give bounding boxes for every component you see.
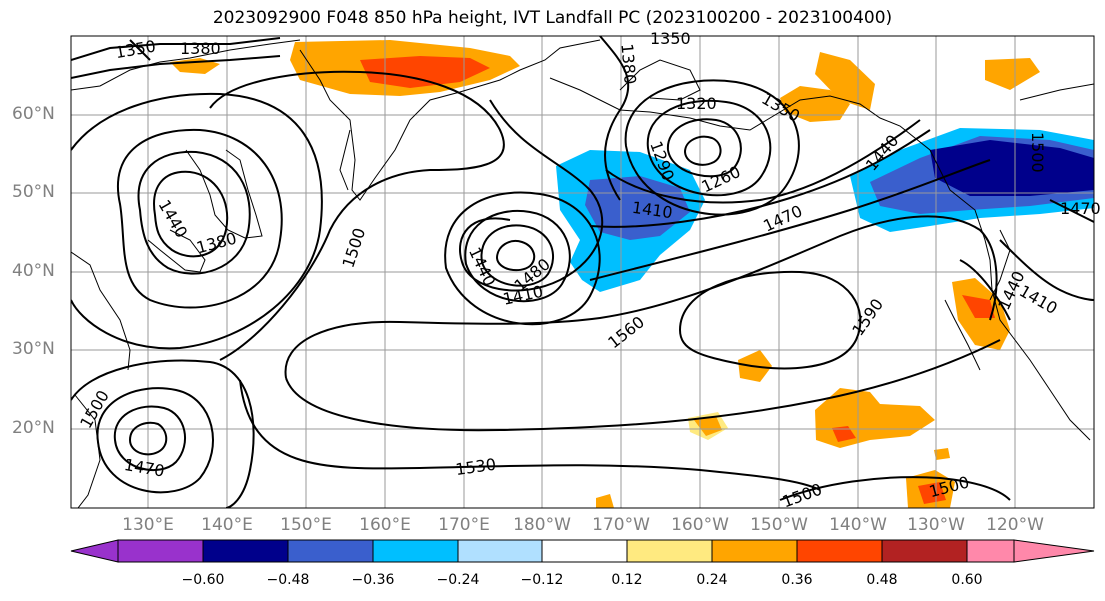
contour-line: [624, 79, 800, 216]
colorbar-tick-label: 0.48: [866, 572, 898, 588]
contour-label: 1440: [465, 244, 499, 289]
shade-positive-orange: [694, 416, 722, 436]
contour-label: 1380: [194, 228, 238, 257]
colorbar-tick-label: −0.48: [266, 572, 310, 588]
shade-positive-red: [360, 56, 490, 88]
lat-label: 60°N: [12, 104, 55, 124]
colorbar-tick-label: −0.36: [351, 572, 395, 588]
shade-positive-orange: [780, 86, 850, 122]
contour-label: 1500: [76, 387, 113, 432]
contour-label: 1380: [617, 43, 639, 85]
contour-label: 1380: [180, 39, 221, 58]
contour-line: [589, 159, 991, 281]
contour-line: [495, 240, 536, 272]
contour-line: [480, 224, 554, 287]
contour-line: [239, 379, 821, 491]
lat-label: 20°N: [12, 418, 55, 438]
shade-positive-orange: [815, 52, 875, 110]
contour-line: [129, 39, 151, 61]
lon-label: 170°W: [592, 515, 650, 535]
lat-label: 30°N: [12, 339, 55, 359]
shade-negative-darkblue: [930, 140, 1094, 196]
colorbar-tick-label: 0.36: [781, 572, 813, 588]
contour-line: [999, 239, 1094, 301]
contour-line: [589, 129, 931, 228]
contour-line: [605, 119, 921, 204]
colorbar-tick-label: −0.24: [436, 572, 480, 588]
contour-line: [959, 259, 1011, 321]
shade-positive-red: [832, 426, 856, 442]
colorbar-extend-min: [70, 539, 119, 563]
plot-frame: [70, 35, 1095, 509]
contour-label: 1500: [1028, 132, 1047, 173]
colorbar-tick-label: 0.12: [611, 572, 643, 588]
contour-line: [666, 118, 742, 178]
shade-positive-orange: [934, 448, 950, 460]
contour-line: [284, 215, 998, 379]
shade-positive-orange: [985, 58, 1040, 90]
lon-label: 150°W: [750, 515, 808, 535]
contour-line: [71, 92, 323, 350]
contour-line: [209, 70, 505, 361]
contour-line: [459, 99, 604, 292]
shade-positive-red: [962, 295, 995, 318]
contour-line: [71, 55, 281, 79]
lon-label: 180°W: [513, 515, 571, 535]
colorbar-tick-label: −0.60: [181, 572, 225, 588]
contour-line: [444, 191, 601, 326]
colorbar-extend-max: [1013, 539, 1095, 563]
colorbar: [70, 539, 1095, 563]
lon-label: 130°E: [122, 515, 174, 535]
lat-label: 40°N: [12, 261, 55, 281]
contour-line: [128, 421, 168, 456]
lon-label: 160°E: [359, 515, 411, 535]
lat-label: 50°N: [12, 182, 55, 202]
contour-line: [779, 476, 1011, 501]
map-title: 2023092900 F048 850 hPa height, IVT Land…: [212, 8, 893, 28]
lon-label: 120°W: [986, 515, 1044, 535]
lon-label: 130°W: [907, 515, 965, 535]
gridlines: [71, 36, 1094, 508]
contour-label: 1440: [155, 196, 192, 241]
contour-label: 1500: [780, 480, 825, 512]
contour-label: 1320: [676, 94, 717, 113]
lon-label: 150°E: [280, 515, 332, 535]
lon-label: 170°E: [438, 515, 490, 535]
colorbar-tick-label: 0.24: [696, 572, 728, 588]
contour-line: [646, 99, 772, 197]
shade-positive-red: [918, 482, 946, 504]
contour-line: [96, 387, 214, 494]
contour-line: [678, 270, 862, 370]
contour-line: [599, 36, 630, 201]
contour-line: [1049, 199, 1094, 223]
contour-label: 1260: [698, 162, 743, 196]
height-contours: [71, 36, 1094, 508]
contour-label: 1560: [604, 312, 648, 352]
contour-line: [71, 359, 255, 508]
contour-line: [117, 128, 283, 309]
contour-line: [137, 150, 251, 275]
contour-label: 1590: [848, 295, 887, 339]
colorbar-tick-label: −0.12: [520, 572, 564, 588]
colorbar-tick-label: 0.60: [951, 572, 983, 588]
lon-label: 160°W: [671, 515, 729, 535]
contour-label: 1500: [339, 226, 370, 271]
contour-label: 1470: [123, 455, 166, 481]
lon-label: 140°E: [201, 515, 253, 535]
contour-label: 1350: [114, 36, 157, 62]
contour-line: [113, 405, 186, 471]
contour-line: [683, 135, 722, 166]
shade-positive-orange: [596, 494, 614, 508]
contour-label: 1530: [454, 455, 497, 479]
contour-line: [71, 37, 281, 61]
contour-line: [153, 170, 229, 258]
contour-label: 1350: [650, 29, 691, 48]
contour-line: [285, 339, 1001, 432]
ivt-shading: [170, 40, 1094, 508]
lon-label: 140°W: [829, 515, 887, 535]
contour-line: [464, 210, 571, 303]
contour-label: 1470: [1060, 199, 1101, 218]
coastlines: [71, 39, 1094, 508]
